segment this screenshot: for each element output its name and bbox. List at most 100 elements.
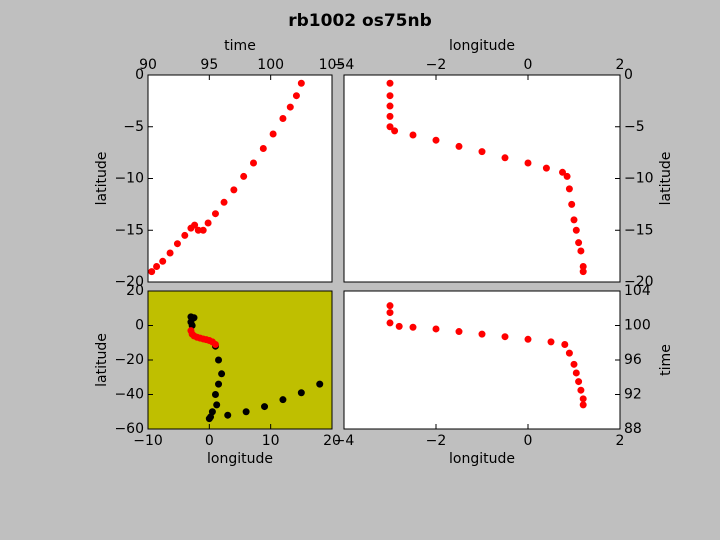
x-axis-label: longitude xyxy=(449,38,515,54)
data-point xyxy=(575,378,583,386)
data-point xyxy=(215,356,223,364)
data-point xyxy=(386,309,394,317)
y-tick-label: −15 xyxy=(624,222,654,238)
y-tick-label: 100 xyxy=(624,318,651,334)
data-point xyxy=(211,340,219,348)
data-point xyxy=(579,401,587,409)
data-point xyxy=(211,391,219,398)
y-tick-label: −10 xyxy=(624,171,654,187)
data-point xyxy=(297,389,305,397)
y-axis-label: time xyxy=(658,344,674,376)
y-tick-label: −60 xyxy=(114,421,144,437)
data-point xyxy=(542,164,550,172)
plot-area xyxy=(344,291,620,429)
data-point xyxy=(565,185,573,193)
data-point xyxy=(395,322,403,330)
x-tick-label: 10 xyxy=(262,433,280,449)
data-point xyxy=(501,333,509,341)
y-axis-label: latitude xyxy=(94,152,110,206)
data-point xyxy=(220,198,228,206)
x-tick-label: −2 xyxy=(426,433,447,449)
data-point xyxy=(561,340,569,348)
y-tick-label: 88 xyxy=(624,421,642,437)
data-point xyxy=(279,396,287,404)
data-point xyxy=(409,131,417,139)
x-tick-label: 2 xyxy=(616,57,625,73)
data-point xyxy=(565,349,573,357)
data-point xyxy=(242,408,250,416)
data-point xyxy=(249,159,257,167)
y-tick-label: 92 xyxy=(624,387,642,403)
x-axis-label: time xyxy=(224,38,256,54)
y-tick-label: 104 xyxy=(624,283,651,299)
data-point xyxy=(501,154,509,162)
figure-title: rb1002 os75nb xyxy=(288,11,432,31)
plot-area xyxy=(148,291,332,429)
y-axis-label: latitude xyxy=(94,333,110,387)
x-axis-label: longitude xyxy=(449,451,515,467)
x-tick-label: 100 xyxy=(257,57,284,73)
data-point xyxy=(432,136,440,144)
data-point xyxy=(455,142,463,150)
data-point xyxy=(218,370,226,378)
data-point xyxy=(279,114,287,122)
data-point xyxy=(432,325,440,333)
x-tick-label: 2 xyxy=(616,433,625,449)
y-tick-label: −40 xyxy=(114,387,144,403)
data-point xyxy=(547,338,555,346)
data-point xyxy=(215,380,223,388)
x-tick-label: −4 xyxy=(334,57,355,73)
data-point xyxy=(191,221,199,229)
y-tick-label: 0 xyxy=(624,67,633,83)
data-point xyxy=(563,172,571,180)
data-point xyxy=(230,186,238,194)
y-tick-label: −15 xyxy=(114,222,144,238)
x-tick-label: −10 xyxy=(133,433,163,449)
data-point xyxy=(579,395,587,403)
data-point xyxy=(181,231,189,239)
data-point xyxy=(570,360,578,368)
data-point xyxy=(577,386,585,394)
data-point xyxy=(391,127,399,135)
data-point xyxy=(386,302,394,310)
y-tick-label: 96 xyxy=(624,352,642,368)
data-point xyxy=(204,219,212,227)
data-point xyxy=(205,415,213,423)
plot-area xyxy=(148,75,332,282)
data-point xyxy=(213,401,221,409)
data-point xyxy=(261,403,269,411)
y-tick-label: −20 xyxy=(114,274,144,290)
data-point xyxy=(579,268,587,276)
x-tick-label: −2 xyxy=(426,57,447,73)
y-tick-label: −20 xyxy=(624,274,654,290)
data-point xyxy=(386,123,394,131)
data-point xyxy=(240,172,248,180)
data-point xyxy=(297,79,305,87)
data-point xyxy=(269,130,277,138)
data-point xyxy=(559,168,566,176)
data-point xyxy=(211,210,219,218)
data-point xyxy=(199,226,207,234)
data-point xyxy=(386,79,394,87)
y-tick-label: −20 xyxy=(114,352,144,368)
data-point xyxy=(524,159,532,167)
x-tick-label: 0 xyxy=(205,433,214,449)
data-point xyxy=(572,226,580,234)
data-point xyxy=(153,262,161,270)
x-tick-label: 0 xyxy=(524,57,533,73)
x-tick-label: 95 xyxy=(200,57,218,73)
data-point xyxy=(455,328,463,336)
data-point xyxy=(386,92,394,100)
data-point xyxy=(570,216,578,224)
y-axis-label: latitude xyxy=(658,152,674,206)
data-point xyxy=(575,239,583,247)
y-tick-label: 0 xyxy=(135,67,144,83)
data-point xyxy=(386,319,394,327)
data-point xyxy=(224,411,232,419)
x-tick-label: 0 xyxy=(524,433,533,449)
y-tick-label: −5 xyxy=(123,119,144,135)
data-point xyxy=(173,240,181,248)
data-point xyxy=(148,268,156,276)
data-point xyxy=(286,103,294,111)
